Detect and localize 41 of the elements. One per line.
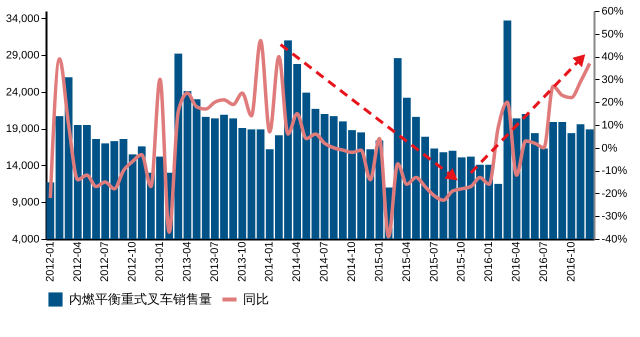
legend-label: 同比 bbox=[243, 292, 269, 306]
x-tick-label: 2016-10 bbox=[565, 242, 578, 282]
y2-tick-label: -10% bbox=[602, 165, 628, 178]
x-tick-label: 2014-07 bbox=[318, 242, 331, 282]
y2-tick-label: 10% bbox=[602, 120, 624, 132]
x-tick-label: 2016-04 bbox=[510, 242, 523, 282]
x-tick-label: 2012-10 bbox=[126, 242, 139, 282]
y-tick-label: 4,000 bbox=[12, 234, 40, 246]
x-tick-label: 2013-04 bbox=[181, 242, 194, 282]
y-tick-label: 29,000 bbox=[6, 50, 40, 62]
x-tick-label: 2015-10 bbox=[456, 242, 468, 282]
y2-tick-label: -40% bbox=[602, 234, 628, 246]
x-tick-label: 2013-10 bbox=[236, 242, 248, 282]
x-tick-label: 2013-01 bbox=[154, 242, 166, 282]
x-tick-label: 2015-01 bbox=[373, 242, 386, 282]
y2-tick-label: -30% bbox=[602, 210, 628, 223]
x-tick-label: 2014-01 bbox=[264, 242, 276, 282]
y2-tick-label: -20% bbox=[602, 188, 628, 200]
x-tick-label: 2014-10 bbox=[346, 242, 358, 282]
y-tick-label: 9,000 bbox=[12, 196, 40, 209]
x-tick-label: 2015-07 bbox=[428, 242, 440, 282]
line-series bbox=[48, 38, 592, 238]
y-tick-label: 34,000 bbox=[6, 12, 40, 25]
x-tick-label: 2015-04 bbox=[400, 242, 413, 282]
legend-label: 内燃平衡重式叉车销售量 bbox=[69, 292, 212, 306]
y2-tick-label: 50% bbox=[602, 28, 624, 40]
y2-tick-label: 60% bbox=[602, 6, 624, 18]
y-tick-label: 24,000 bbox=[6, 86, 40, 98]
y2-tick-label: 40% bbox=[602, 51, 624, 64]
x-tick-label: 2013-07 bbox=[208, 242, 221, 282]
x-tick-label: 2012-04 bbox=[72, 242, 84, 282]
y2-tick-label: 30% bbox=[602, 74, 624, 86]
y-tick-label: 19,000 bbox=[6, 123, 40, 136]
y-tick-label: 14,000 bbox=[6, 160, 40, 172]
x-tick-label: 2012-07 bbox=[99, 242, 112, 282]
y2-tick-label: 0% bbox=[602, 142, 618, 154]
x-tick-label: 2012-01 bbox=[44, 242, 56, 282]
x-tick-label: 2016-01 bbox=[483, 242, 496, 282]
x-tick-label: 2016-07 bbox=[538, 242, 550, 282]
y2-tick-label: 20% bbox=[602, 96, 624, 109]
x-tick-label: 2014-04 bbox=[291, 242, 304, 282]
